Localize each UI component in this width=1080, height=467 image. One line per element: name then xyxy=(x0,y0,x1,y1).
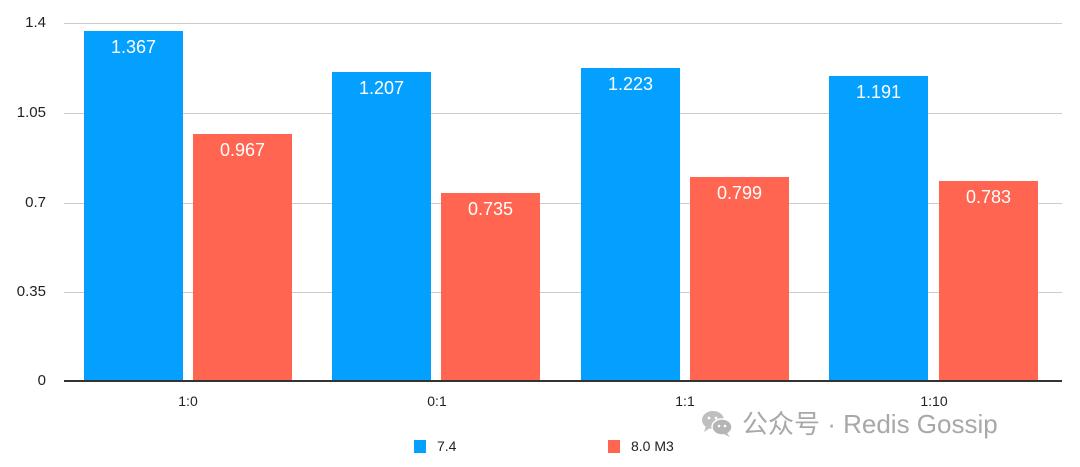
legend-item-8.0-m3: 8.0 M3 xyxy=(608,438,674,454)
bar-value-label: 1.367 xyxy=(110,37,157,57)
bar-8.0M3-1:0: 0.967 xyxy=(193,134,292,381)
bar-7.4-1:1: 1.223 xyxy=(581,68,680,381)
bar-value-label: 1.223 xyxy=(607,74,654,94)
legend-label: 8.0 M3 xyxy=(631,438,674,454)
x-axis-line xyxy=(64,380,1062,382)
gridline xyxy=(64,113,1062,114)
legend-item-7.4: 7.4 xyxy=(414,438,456,454)
x-tick-1:10: 1:10 xyxy=(920,393,948,409)
watermark-text: 公众号 · Redis Gossip xyxy=(742,409,998,439)
gridline xyxy=(64,292,1062,293)
watermark: 公众号 · Redis Gossip xyxy=(700,404,998,441)
y-tick-0.7: 0.7 xyxy=(25,194,46,211)
bar-7.4-0:1: 1.207 xyxy=(332,72,431,381)
bar-value-label: 0.783 xyxy=(965,187,1012,207)
y-tick-1.05: 1.05 xyxy=(16,104,46,121)
bar-value-label: 0.967 xyxy=(219,140,266,160)
bar-7.4-1:10: 1.191 xyxy=(829,76,928,381)
bar-value-label: 1.207 xyxy=(358,78,405,98)
gridline xyxy=(64,23,1062,24)
legend-swatch-blue xyxy=(414,439,426,453)
bar-8.0M3-1:1: 0.799 xyxy=(690,177,789,381)
bar-8.0M3-1:10: 0.783 xyxy=(939,181,1038,381)
x-tick-1:0: 1:0 xyxy=(178,393,198,409)
bar-7.4-1:0: 1.367 xyxy=(84,31,183,381)
bar-value-label: 0.735 xyxy=(467,199,514,219)
legend-label: 7.4 xyxy=(437,438,457,454)
bar-value-label: 1.191 xyxy=(855,82,902,102)
y-tick-1.4: 1.4 xyxy=(25,14,46,31)
x-tick-1:1: 1:1 xyxy=(675,393,695,409)
gridline xyxy=(64,203,1062,204)
wechat-icon xyxy=(702,410,733,437)
x-tick-0:1: 0:1 xyxy=(427,393,447,409)
bar-8.0M3-0:1: 0.735 xyxy=(441,193,540,381)
y-tick-0.35: 0.35 xyxy=(16,283,46,300)
bar-value-label: 0.799 xyxy=(716,183,763,203)
y-tick-0: 0 xyxy=(37,372,46,389)
legend-swatch-red xyxy=(608,439,620,453)
